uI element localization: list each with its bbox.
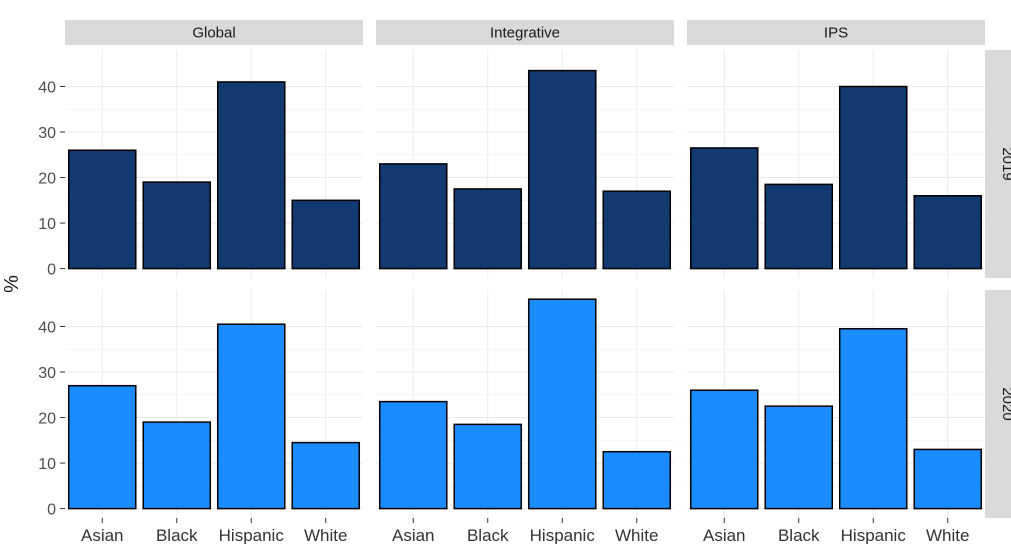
bar-2019-integrative-white	[602, 190, 672, 270]
x-tick-label-white: White	[926, 526, 969, 544]
bar-2020-ips-hispanic	[838, 328, 908, 510]
bar-2020-ips-black	[764, 405, 834, 510]
bar-2019-ips-black	[764, 183, 834, 270]
facet-strip-2020	[985, 290, 1011, 518]
x-tick-label-asian: Asian	[703, 526, 746, 544]
bar-2019-ips-white	[913, 195, 983, 270]
bar-2019-integrative-black	[453, 188, 523, 270]
bar-2020-integrative-white	[602, 450, 672, 510]
bar-2020-integrative-asian	[378, 400, 448, 510]
x-tick-label-asian: Asian	[392, 526, 435, 544]
x-tick-label-hispanic: Hispanic	[530, 526, 596, 544]
x-tick-label-black: Black	[467, 526, 509, 544]
facet-label-global: Global	[192, 25, 235, 42]
y-tick-label: 30	[38, 365, 56, 382]
bar-2019-integrative-asian	[378, 163, 448, 270]
bar-2020-global-white	[291, 441, 361, 510]
y-tick-label: 0	[47, 502, 56, 519]
bar-2020-global-hispanic	[216, 323, 286, 510]
bar-2019-ips-asian	[689, 147, 759, 270]
bar-2020-ips-asian	[689, 389, 759, 510]
bar-2020-global-black	[142, 421, 212, 510]
y-tick-label: 20	[38, 171, 56, 188]
bar-2019-global-white	[291, 199, 361, 270]
x-tick-label-asian: Asian	[81, 526, 124, 544]
bar-2019-global-hispanic	[216, 81, 286, 270]
y-tick-label: 10	[38, 456, 56, 473]
y-tick-label: 30	[38, 125, 56, 142]
bar-2019-ips-hispanic	[838, 85, 908, 270]
facet-label-2020: 2020	[999, 387, 1011, 420]
y-axis-title: %	[1, 275, 23, 293]
bar-2020-ips-white	[913, 448, 983, 510]
bar-2020-global-asian	[67, 384, 137, 510]
x-tick-label-white: White	[615, 526, 658, 544]
bar-2019-global-black	[142, 181, 212, 270]
x-tick-label-white: White	[304, 526, 347, 544]
facet-strip-integrative	[376, 20, 674, 45]
bar-2020-integrative-black	[453, 423, 523, 510]
y-tick-label: 20	[38, 411, 56, 428]
bar-2019-global-asian	[67, 149, 137, 270]
bar-2019-integrative-hispanic	[527, 69, 597, 270]
bar-2020-integrative-hispanic	[527, 298, 597, 510]
facet-label-integrative: Integrative	[490, 25, 560, 42]
facet-strip-ips	[687, 20, 985, 45]
facet-strip-2019	[985, 50, 1011, 278]
facet-label-ips: IPS	[824, 25, 848, 42]
y-tick-label: 40	[38, 320, 56, 337]
facet-strip-global	[65, 20, 363, 45]
y-tick-label: 10	[38, 216, 56, 233]
x-tick-label-black: Black	[778, 526, 820, 544]
x-tick-label-hispanic: Hispanic	[219, 526, 285, 544]
x-tick-label-black: Black	[156, 526, 198, 544]
facet-label-2019: 2019	[999, 147, 1011, 180]
y-tick-label: 40	[38, 80, 56, 97]
x-tick-label-hispanic: Hispanic	[841, 526, 907, 544]
y-tick-label: 0	[47, 262, 56, 279]
